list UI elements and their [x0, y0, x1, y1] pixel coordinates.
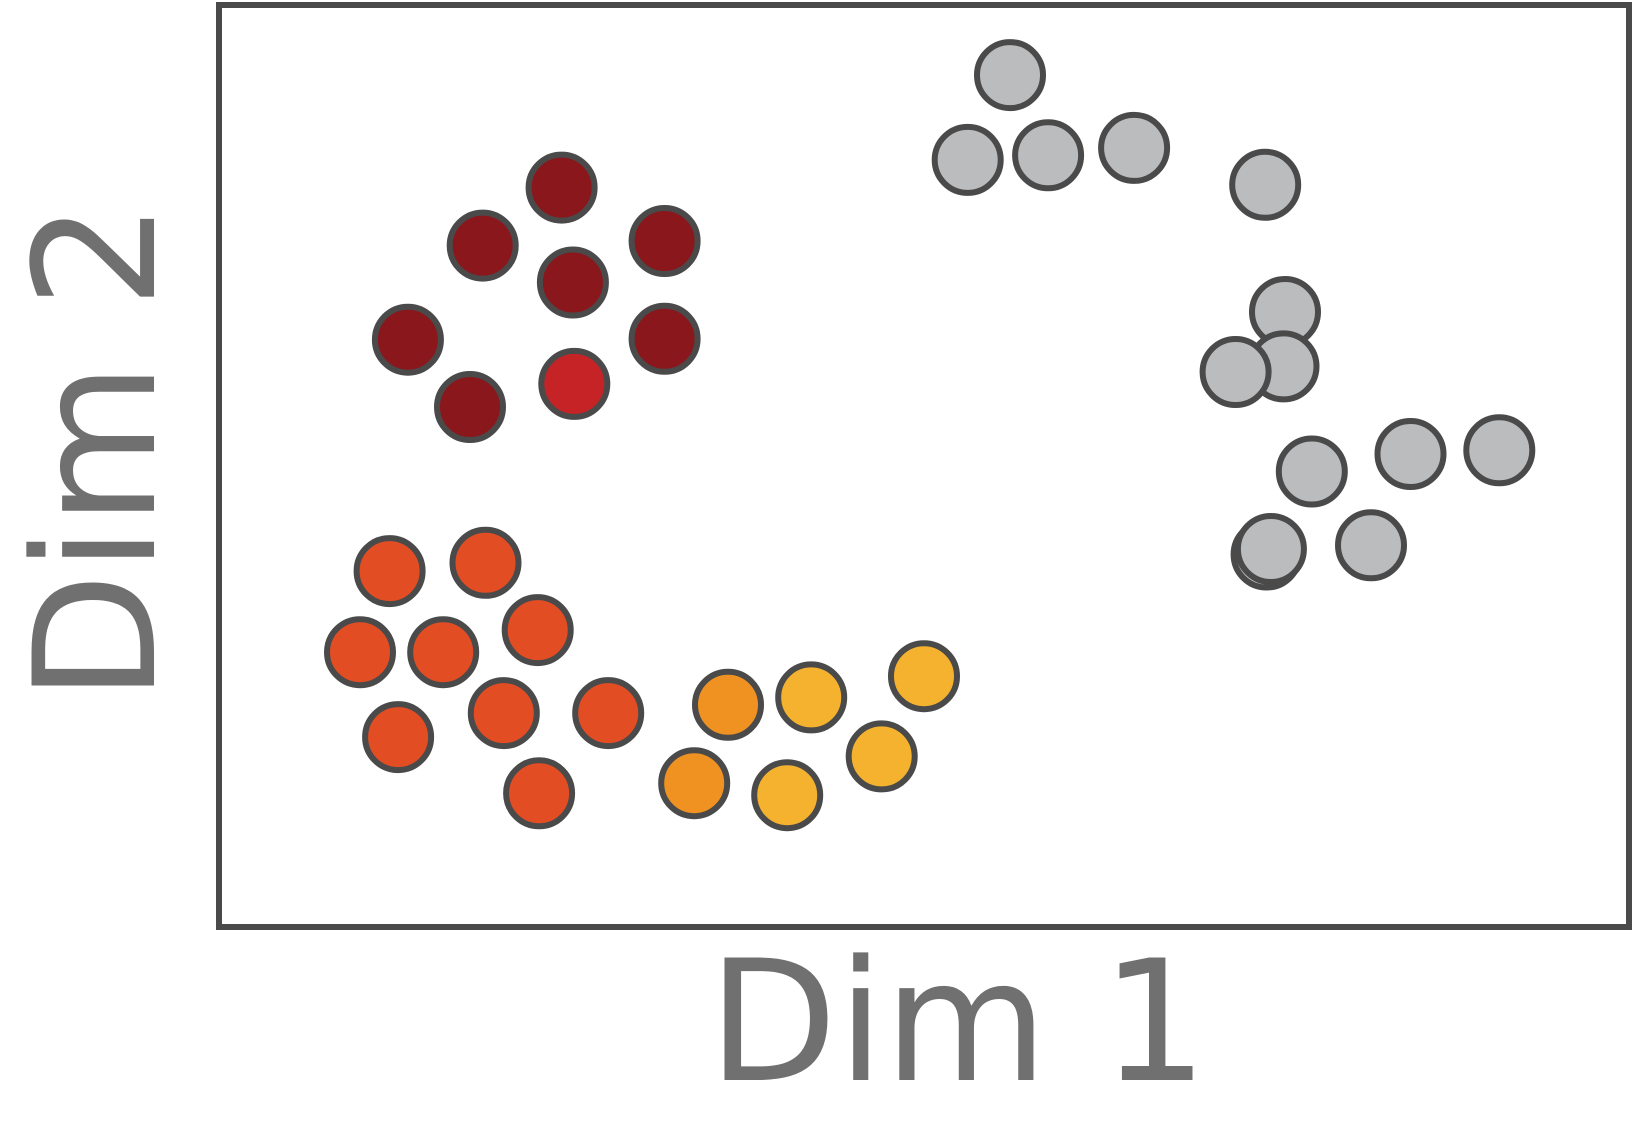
y-axis-label: Dim 2 — [0, 202, 194, 702]
data-point-group6-9 — [1275, 435, 1348, 508]
data-point-group5-4 — [751, 759, 824, 832]
data-point-group6-10 — [1374, 418, 1447, 490]
data-point-group4-2 — [658, 747, 731, 820]
data-point-group5-2 — [888, 640, 960, 713]
points-layer — [324, 39, 1536, 832]
data-point-group6-14 — [1335, 509, 1407, 582]
data-point-group1-6 — [628, 302, 701, 375]
data-point-group6-3 — [1012, 119, 1085, 192]
data-point-group4-1 — [692, 668, 764, 741]
data-point-group1-7 — [434, 371, 506, 443]
data-point-group6-1 — [974, 39, 1046, 112]
data-point-group3-1 — [353, 535, 426, 608]
data-point-group6-4 — [1098, 111, 1171, 184]
data-point-group5-1 — [775, 661, 848, 734]
data-point-group3-3 — [324, 616, 396, 689]
data-point-group5-3 — [845, 720, 918, 793]
data-point-group3-8 — [362, 701, 435, 774]
data-point-group3-2 — [449, 526, 522, 599]
data-point-group6-2 — [931, 123, 1004, 196]
data-point-group1-4 — [628, 205, 701, 277]
data-point-group1-3 — [536, 246, 609, 319]
plot-frame — [216, 2, 1632, 930]
data-point-group3-7 — [572, 677, 645, 750]
data-point-group2-1 — [538, 347, 611, 420]
data-point-group6-11 — [1463, 414, 1536, 487]
data-point-group3-9 — [503, 757, 576, 830]
data-point-group1-2 — [446, 209, 519, 282]
data-point-group6-8 — [1199, 336, 1272, 408]
data-point-group6-13 — [1234, 513, 1307, 585]
x-axis-label: Dim 1 — [708, 924, 1208, 1120]
data-point-group3-5 — [501, 594, 574, 667]
data-point-group3-4 — [407, 616, 480, 689]
data-point-group6-5 — [1229, 148, 1302, 221]
data-point-group3-6 — [467, 677, 540, 750]
data-point-group1-5 — [371, 303, 444, 376]
data-point-group1-1 — [525, 151, 598, 224]
